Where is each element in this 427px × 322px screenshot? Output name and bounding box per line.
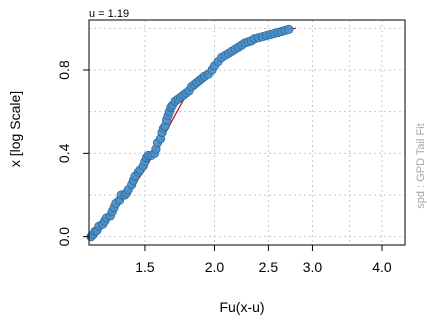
x-tick-label: 2.0 [205,259,225,275]
x-axis: 1.5 2.0 2.5 3.0 4.0 [135,245,392,275]
threshold-label: u = 1.19 [89,8,129,20]
x-tick-label: 4.0 [372,259,392,275]
data-point [284,24,294,34]
x-axis-title: Fu(x-u) [219,299,264,315]
y-axis-title: x [log Scale] [7,91,23,167]
y-axis: 0.0 0.4 0.8 [56,60,89,246]
y-tick-label: 0.4 [56,143,72,163]
plot-frame [88,19,406,246]
y-tick-label: 0.0 [56,227,72,247]
gpd-fit-note: spd : GPD Tail Fit [415,123,427,208]
x-tick-label: 3.0 [303,259,323,275]
x-tick-label: 2.5 [259,259,279,275]
x-tick-label: 1.5 [135,259,155,275]
points-layer [86,24,294,242]
y-tick-label: 0.8 [56,60,72,80]
